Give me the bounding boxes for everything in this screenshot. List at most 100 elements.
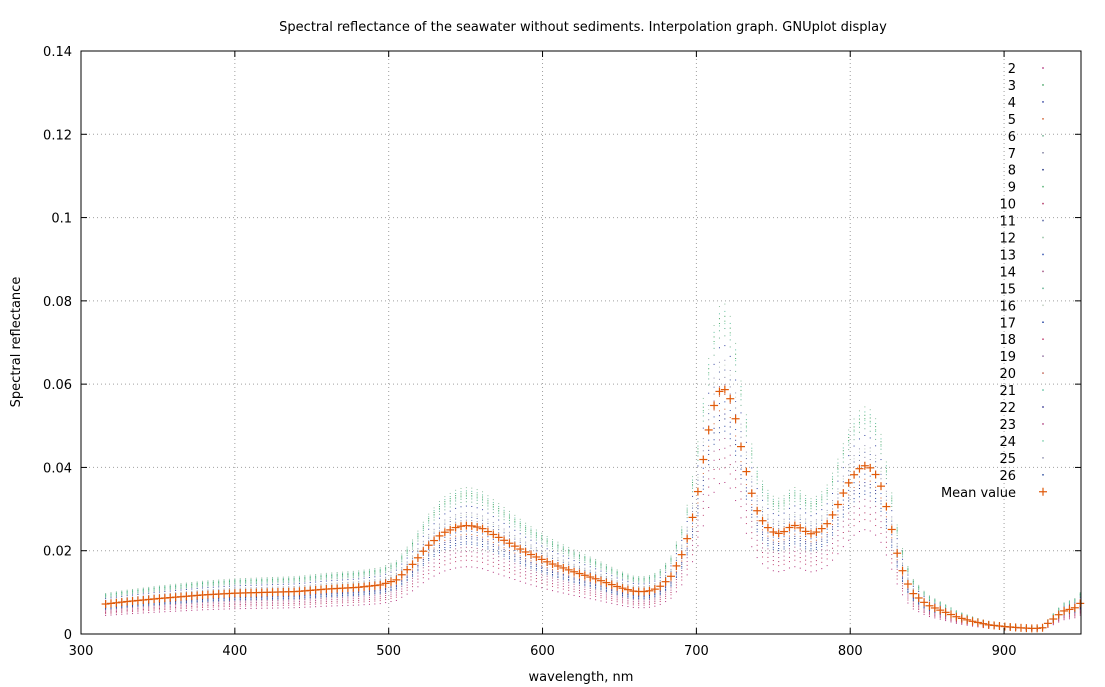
data-point [622, 593, 624, 595]
data-point [832, 559, 834, 561]
data-point [368, 592, 370, 594]
data-point [740, 389, 742, 391]
data-point [132, 607, 134, 609]
data-point [832, 542, 834, 544]
data-point [875, 481, 877, 483]
data-point [218, 603, 220, 605]
data-point [745, 495, 747, 497]
data-point [611, 578, 613, 580]
mean-point [731, 414, 740, 423]
data-point [950, 618, 952, 620]
data-point [778, 504, 780, 506]
data-point [912, 585, 914, 587]
data-point [546, 538, 548, 540]
data-point [934, 600, 936, 602]
data-point [805, 503, 807, 505]
data-point [277, 596, 279, 598]
data-point [363, 604, 365, 606]
data-point [654, 574, 656, 576]
data-point [298, 604, 300, 606]
data-point [821, 538, 823, 540]
data-point [115, 592, 117, 594]
data-point [880, 444, 882, 446]
data-point [132, 592, 134, 594]
data-point [842, 467, 844, 469]
data-point [164, 601, 166, 603]
data-point [638, 598, 640, 600]
data-point [266, 578, 268, 580]
data-point [153, 590, 155, 592]
data-point [724, 418, 726, 420]
mean-point [941, 608, 950, 617]
data-point [600, 584, 602, 586]
data-point [374, 568, 376, 570]
data-point [309, 584, 311, 586]
data-point [132, 605, 134, 607]
data-point [223, 606, 225, 608]
data-point [148, 605, 150, 607]
data-point [810, 523, 812, 525]
data-point [815, 521, 817, 523]
data-point [584, 581, 586, 583]
data-point [864, 411, 866, 413]
data-point [772, 495, 774, 497]
data-point [821, 543, 823, 545]
data-point [110, 614, 112, 616]
data-point [670, 582, 672, 584]
data-point [735, 379, 737, 381]
data-point [573, 581, 575, 583]
data-point [756, 544, 758, 546]
data-point [223, 589, 225, 591]
data-point [756, 495, 758, 497]
data-point [390, 593, 392, 595]
data-point [724, 369, 726, 371]
data-point [751, 478, 753, 480]
data-point [525, 541, 527, 543]
data-point [643, 578, 645, 580]
data-point [460, 547, 462, 549]
data-point [358, 594, 360, 596]
data-point [713, 416, 715, 418]
data-point [788, 489, 790, 491]
data-point [142, 587, 144, 589]
data-point [578, 556, 580, 558]
data-point [368, 568, 370, 570]
data-point [390, 591, 392, 593]
data-point [788, 542, 790, 544]
data-point [535, 548, 537, 550]
data-point [417, 578, 419, 580]
data-point [713, 427, 715, 429]
data-point [934, 600, 936, 602]
data-point [298, 575, 300, 577]
data-point [821, 549, 823, 551]
data-point [514, 521, 516, 523]
data-point [616, 571, 618, 573]
data-point [401, 586, 403, 588]
data-point [530, 567, 532, 569]
data-point [632, 582, 634, 584]
data-point [864, 419, 866, 421]
data-point [681, 531, 683, 533]
data-point [697, 455, 699, 457]
data-point [605, 601, 607, 603]
data-point [115, 595, 117, 597]
data-point [783, 546, 785, 548]
data-point [772, 555, 774, 557]
data-point [169, 586, 171, 588]
data-point [126, 591, 128, 593]
data-point [713, 382, 715, 384]
mean-point [726, 394, 735, 403]
data-point [880, 433, 882, 435]
data-point [137, 592, 139, 594]
data-point [245, 578, 247, 580]
data-point [245, 597, 247, 599]
data-point [508, 553, 510, 555]
mean-point [112, 598, 121, 607]
data-point [422, 563, 424, 565]
data-point [417, 572, 419, 574]
data-point [196, 584, 198, 586]
data-point [390, 588, 392, 590]
data-point [132, 594, 134, 596]
data-point [767, 503, 769, 505]
data-point [239, 582, 241, 584]
